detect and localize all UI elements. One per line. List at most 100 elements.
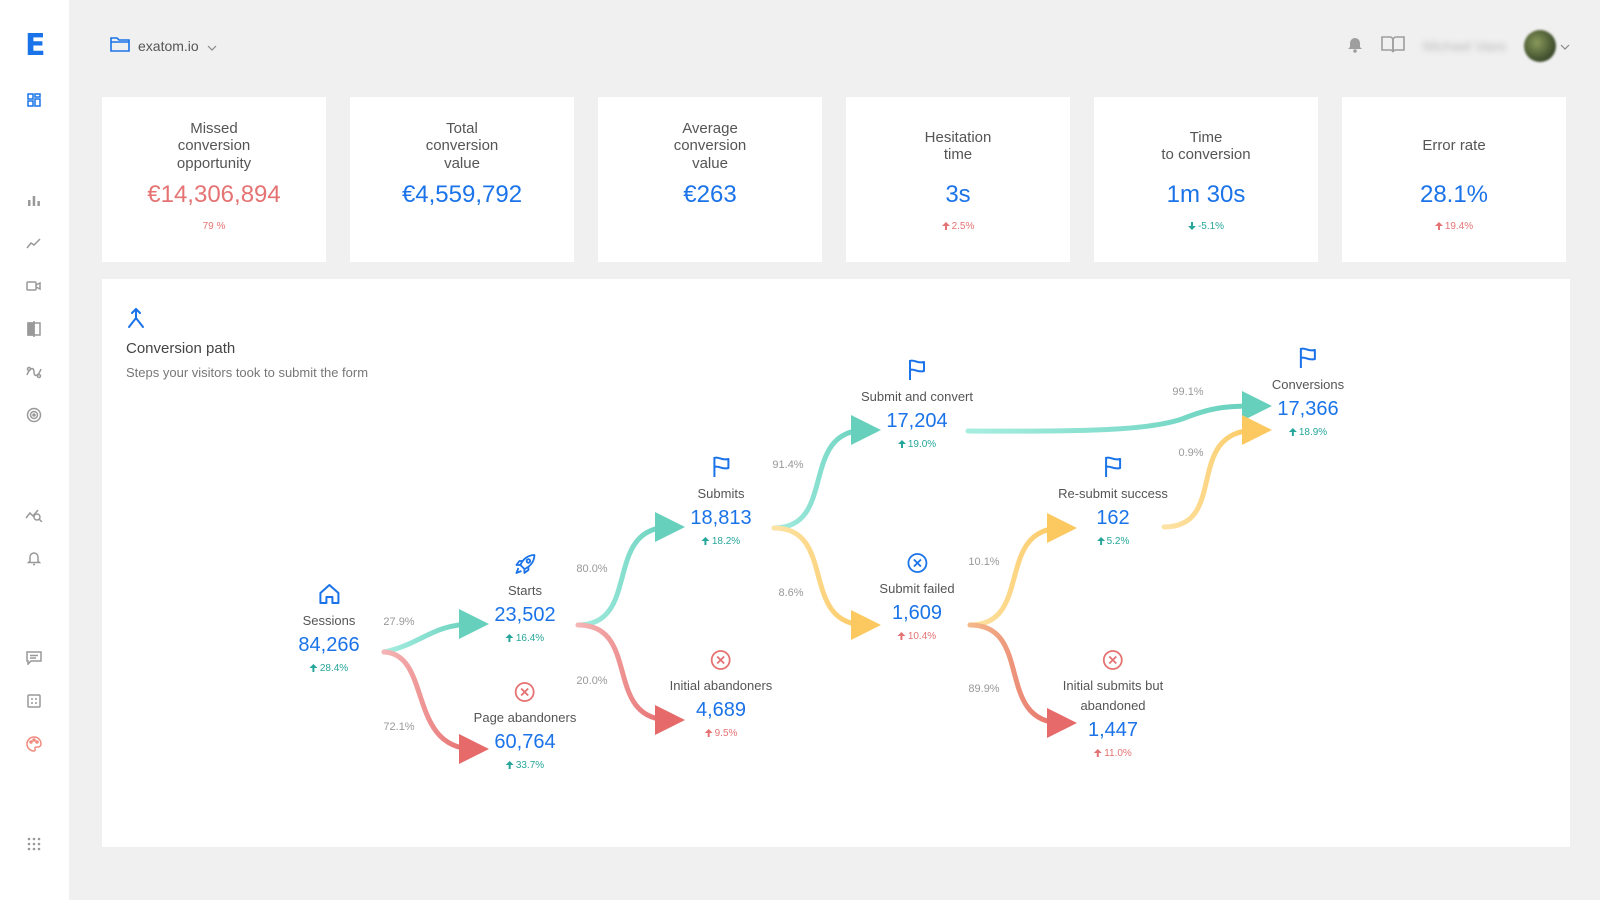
pct-failed-abandoned: 89.9% bbox=[968, 683, 1000, 695]
target-icon[interactable] bbox=[24, 405, 44, 425]
node-change-value: 16.4% bbox=[515, 633, 545, 644]
node-initial-abandoners[interactable]: Initial abandoners 4,689 9.5% bbox=[669, 649, 773, 739]
kpi-label: Hesitation time bbox=[924, 128, 992, 164]
kpi-value: 28.1% bbox=[1419, 181, 1489, 208]
kpi-card[interactable]: Average conversion value €263 bbox=[598, 97, 822, 262]
path-icon[interactable] bbox=[24, 362, 44, 382]
line-chart-icon[interactable] bbox=[24, 233, 44, 253]
top-right-controls: Michael Vaes bbox=[1347, 30, 1570, 62]
trend-up-icon bbox=[704, 728, 715, 739]
user-name[interactable]: Michael Vaes bbox=[1422, 38, 1506, 54]
node-value: 60,764 bbox=[494, 731, 556, 753]
project-selector[interactable]: exatom.io bbox=[110, 36, 217, 55]
kpi-value: €14,306,894 bbox=[147, 181, 281, 208]
user-menu[interactable] bbox=[1524, 30, 1570, 62]
node-change: 18.9% bbox=[1272, 427, 1344, 438]
node-submit-and-convert[interactable]: Submit and convert 17,204 19.0% bbox=[861, 358, 973, 450]
node-label: Sessions bbox=[302, 613, 356, 628]
node-change-value: 9.5% bbox=[714, 728, 738, 739]
flow-sessions-abandoners bbox=[381, 649, 489, 764]
node-change-value: 18.2% bbox=[711, 536, 741, 547]
kpi-change: 2.5% bbox=[846, 221, 1070, 232]
form-icon[interactable] bbox=[24, 691, 44, 711]
panel-subtitle: Steps your visitors took to submit the f… bbox=[126, 365, 369, 380]
error-icon bbox=[670, 649, 773, 676]
bell-icon[interactable] bbox=[24, 548, 44, 568]
app-logo[interactable]: E bbox=[25, 28, 46, 63]
node-conversions[interactable]: Conversions 17,366 18.9% bbox=[1272, 346, 1344, 438]
node-sessions[interactable]: Sessions 84,266 28.4% bbox=[298, 582, 360, 674]
trend-up-icon bbox=[897, 631, 908, 642]
kpi-change-value: 79 % bbox=[202, 221, 226, 232]
kpi-row: Missed conversion opportunity €14,306,894… bbox=[102, 97, 1566, 262]
node-starts[interactable]: Starts 23,502 16.4% bbox=[494, 552, 556, 644]
kpi-card[interactable]: Time to conversion 1m 30s -5.1% bbox=[1094, 97, 1318, 262]
node-label: Initial abandoners bbox=[669, 678, 773, 693]
kpi-label: Time to conversion bbox=[1161, 128, 1251, 164]
compare-icon[interactable] bbox=[24, 319, 44, 339]
panel-header: Conversion path Steps your visitors took… bbox=[126, 307, 368, 380]
comment-icon[interactable] bbox=[24, 648, 44, 668]
kpi-change-value: -5.1% bbox=[1197, 221, 1225, 232]
bar-chart-icon[interactable] bbox=[24, 190, 44, 210]
kpi-label: Error rate bbox=[1422, 137, 1486, 155]
node-value: 17,204 bbox=[886, 410, 948, 432]
trend-up-icon bbox=[1288, 427, 1299, 438]
kpi-label: Total conversion value bbox=[425, 119, 499, 172]
avatar bbox=[1524, 30, 1556, 62]
node-value: 1,447 bbox=[1087, 719, 1139, 741]
kpi-card[interactable]: Error rate 28.1% 19.4% bbox=[1342, 97, 1566, 262]
node-resubmit-success[interactable]: Re-submit success 162 5.2% bbox=[1058, 455, 1168, 547]
trend-up-icon bbox=[309, 663, 320, 674]
node-value: 18,813 bbox=[690, 507, 752, 529]
pct-convert-conversions: 99.1% bbox=[1172, 386, 1204, 398]
pct-failed-resubmit: 10.1% bbox=[968, 556, 1000, 568]
node-initial-submits-abandoned[interactable]: Initial submits but abandoned 1,447 11.0% bbox=[1063, 649, 1163, 759]
conversion-path-panel: Conversion path Steps your visitors took… bbox=[102, 279, 1570, 847]
notification-bell-icon[interactable] bbox=[1347, 35, 1363, 58]
trend-up-icon bbox=[1434, 221, 1445, 232]
pct-starts-submits: 80.0% bbox=[576, 563, 608, 575]
flag-icon bbox=[861, 358, 973, 387]
dashboard-icon[interactable] bbox=[24, 90, 44, 110]
flow-resubmit-conversions bbox=[1161, 415, 1272, 530]
kpi-change: 19.4% bbox=[1342, 221, 1566, 232]
trend-up-icon bbox=[701, 536, 712, 547]
book-icon[interactable] bbox=[1381, 35, 1405, 58]
node-change: 18.2% bbox=[690, 536, 751, 547]
kpi-value: €263 bbox=[683, 181, 737, 208]
kpi-card[interactable]: Total conversion value €4,559,792 bbox=[350, 97, 574, 262]
kpi-card[interactable]: Missed conversion opportunity €14,306,894… bbox=[102, 97, 326, 262]
flow-convert-conversions bbox=[965, 391, 1272, 434]
flag-icon bbox=[1272, 346, 1344, 375]
kpi-card[interactable]: Hesitation time 3s 2.5% bbox=[846, 97, 1070, 262]
node-change: 9.5% bbox=[670, 728, 773, 739]
node-change: 33.7% bbox=[474, 760, 577, 771]
node-submits[interactable]: Submits 18,813 18.2% bbox=[690, 455, 752, 547]
node-submit-failed[interactable]: Submit failed 1,609 10.4% bbox=[879, 552, 955, 642]
node-value: 84,266 bbox=[298, 634, 360, 656]
node-value: 1,609 bbox=[891, 602, 943, 624]
node-change-value: 10.4% bbox=[907, 631, 937, 642]
node-label: Submits bbox=[697, 486, 745, 501]
palette-icon[interactable] bbox=[24, 734, 44, 754]
flow-failed-abandoned bbox=[967, 622, 1077, 738]
kpi-value: €4,559,792 bbox=[401, 181, 523, 208]
trend-up-icon bbox=[505, 760, 516, 771]
kpi-change: 79 % bbox=[102, 221, 326, 232]
node-change: 28.4% bbox=[298, 663, 359, 674]
video-icon[interactable] bbox=[24, 276, 44, 296]
kpi-change-value: 19.4% bbox=[1444, 221, 1474, 232]
node-change: 19.0% bbox=[861, 439, 973, 450]
trend-up-icon bbox=[941, 221, 952, 232]
insights-icon[interactable] bbox=[24, 505, 44, 525]
apps-grid-icon[interactable] bbox=[24, 834, 44, 854]
node-page-abandoners[interactable]: Page abandoners 60,764 33.7% bbox=[474, 681, 577, 771]
chevron-down-icon bbox=[1560, 37, 1570, 55]
kpi-change-value: 2.5% bbox=[951, 221, 975, 232]
node-label: Submit and convert bbox=[860, 389, 974, 404]
merge-icon bbox=[126, 308, 146, 333]
trend-down-icon bbox=[1187, 221, 1198, 232]
node-value: 17,366 bbox=[1277, 398, 1339, 420]
node-value: 4,689 bbox=[695, 699, 747, 721]
